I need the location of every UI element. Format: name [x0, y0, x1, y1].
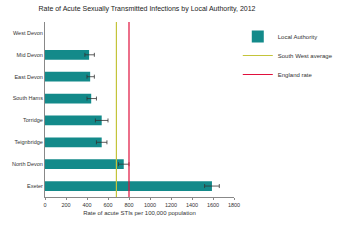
- svg-text:Mid Devon: Mid Devon: [17, 52, 43, 58]
- svg-text:800: 800: [124, 202, 133, 208]
- svg-text:Teignbridge: Teignbridge: [14, 139, 42, 145]
- svg-text:1800: 1800: [228, 202, 240, 208]
- svg-text:England rate: England rate: [278, 72, 313, 78]
- svg-text:Rate of acute STIs per 100,000: Rate of acute STIs per 100,000 populatio…: [83, 210, 196, 216]
- svg-text:Torridge: Torridge: [23, 117, 43, 123]
- svg-text:South Hams: South Hams: [13, 95, 44, 101]
- svg-text:200: 200: [61, 202, 70, 208]
- svg-text:North Devon: North Devon: [12, 161, 43, 167]
- svg-text:0: 0: [43, 202, 46, 208]
- svg-text:1200: 1200: [165, 202, 177, 208]
- svg-text:Exeter: Exeter: [27, 183, 43, 189]
- svg-text:400: 400: [82, 202, 91, 208]
- svg-text:1600: 1600: [207, 202, 219, 208]
- svg-text:East Devon: East Devon: [14, 74, 42, 80]
- svg-text:600: 600: [103, 202, 112, 208]
- svg-text:Rate of Acute Sexually Transmi: Rate of Acute Sexually Transmitted Infec…: [39, 5, 256, 13]
- svg-text:1400: 1400: [186, 202, 198, 208]
- svg-text:West Devon: West Devon: [13, 30, 43, 36]
- svg-text:1000: 1000: [144, 202, 156, 208]
- svg-text:South West average: South West average: [278, 53, 333, 59]
- svg-text:Local Authority: Local Authority: [278, 34, 317, 40]
